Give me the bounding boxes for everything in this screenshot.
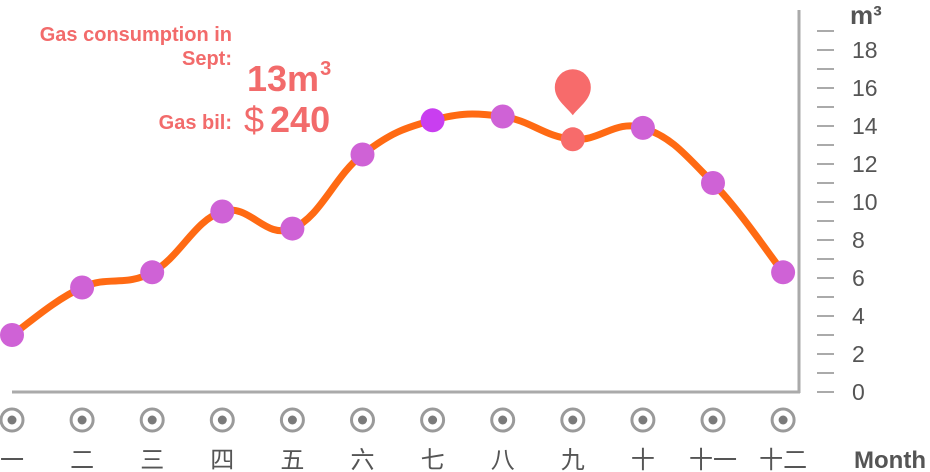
- y-tick-label: 16: [852, 75, 878, 101]
- bill-amount: 240: [270, 99, 331, 140]
- month-marker[interactable]: [0, 407, 25, 433]
- month-marker[interactable]: [350, 407, 375, 433]
- x-tick-label: 十: [631, 446, 655, 472]
- data-point[interactable]: [350, 142, 375, 167]
- x-axis[interactable]: 一 二 三 四 五 六 七 八 九 十 十一 十二 Month: [0, 407, 926, 472]
- radio-dot-icon: [217, 415, 227, 425]
- data-point[interactable]: [140, 260, 165, 285]
- data-point[interactable]: [771, 260, 796, 285]
- radio-dot-icon: [638, 415, 648, 425]
- y-tick-label: 8: [852, 227, 865, 253]
- data-point[interactable]: [490, 104, 515, 129]
- x-tick-label: 十二: [759, 446, 807, 472]
- data-point[interactable]: [630, 115, 655, 140]
- x-tick-label: 十一: [689, 446, 737, 472]
- y-axis: 0 2 4 6 8 10 12 14 16 18 m³: [817, 0, 882, 405]
- x-tick-label: 六: [351, 446, 375, 472]
- y-tick-label: 14: [852, 113, 878, 139]
- x-tick-label: 八: [491, 446, 515, 472]
- data-point[interactable]: [701, 171, 725, 195]
- series-line-group: [8, 110, 787, 339]
- series-line: [8, 110, 787, 339]
- month-marker[interactable]: [630, 407, 656, 433]
- bill-currency: $: [244, 99, 265, 140]
- location-pin-icon: [554, 69, 591, 116]
- consumption-label: Gas consumption in Sept:: [0, 23, 232, 71]
- y-tick-label: 10: [852, 189, 878, 215]
- radio-dot-icon: [287, 415, 297, 425]
- radio-dot-icon: [428, 415, 438, 425]
- consumption-unit-exponent: 3: [320, 58, 332, 80]
- data-point[interactable]: [0, 323, 24, 347]
- x-tick-label: 四: [210, 446, 234, 472]
- chart-axes: [12, 10, 801, 394]
- data-points: [0, 69, 796, 347]
- consumption-value-text: 13m: [247, 58, 320, 99]
- data-point[interactable]: [420, 108, 445, 133]
- x-tick-label: 二: [70, 446, 94, 472]
- month-marker[interactable]: [770, 407, 796, 433]
- y-tick-label: 0: [852, 379, 865, 405]
- x-tick-label: 九: [561, 446, 585, 472]
- y-tick-label: 2: [852, 341, 865, 367]
- month-marker[interactable]: [69, 407, 95, 433]
- y-tick-label: 6: [852, 265, 865, 291]
- month-marker[interactable]: [209, 407, 235, 433]
- month-marker[interactable]: [279, 407, 305, 433]
- radio-dot-icon: [77, 415, 87, 425]
- radio-dot-icon: [147, 415, 157, 425]
- radio-dot-icon: [358, 415, 367, 425]
- x-tick-label: 七: [421, 446, 445, 472]
- month-marker[interactable]: [700, 407, 726, 433]
- data-point[interactable]: [70, 275, 95, 300]
- x-tick-label: 三: [140, 446, 164, 472]
- data-point[interactable]: [210, 199, 235, 224]
- radio-dot-icon: [778, 415, 788, 425]
- radio-dot-icon: [568, 415, 578, 425]
- month-marker[interactable]: [420, 407, 446, 433]
- consumption-value: 13m3: [247, 49, 331, 99]
- month-marker[interactable]: [560, 407, 586, 433]
- bill-label-text: Gas bil:: [158, 112, 232, 134]
- y-tick-label: 12: [852, 151, 878, 177]
- month-marker[interactable]: [139, 407, 165, 433]
- consumption-label-text: Gas consumption in Sept:: [39, 24, 232, 70]
- data-point[interactable]: [560, 127, 585, 152]
- radio-dot-icon: [498, 415, 508, 425]
- month-marker[interactable]: [490, 407, 516, 433]
- bill-label: Gas bil:: [0, 111, 232, 135]
- radio-dot-icon: [708, 415, 718, 425]
- y-tick-label: 4: [852, 303, 865, 329]
- y-tick-label: 18: [852, 37, 878, 63]
- radio-dot-icon: [7, 415, 17, 425]
- x-tick-label: 五: [280, 446, 304, 472]
- data-point[interactable]: [280, 216, 305, 241]
- y-axis-unit: m³: [850, 0, 882, 30]
- x-tick-label: 一: [0, 446, 24, 472]
- x-axis-title: Month: [854, 447, 926, 472]
- bill-value: $240: [244, 100, 330, 140]
